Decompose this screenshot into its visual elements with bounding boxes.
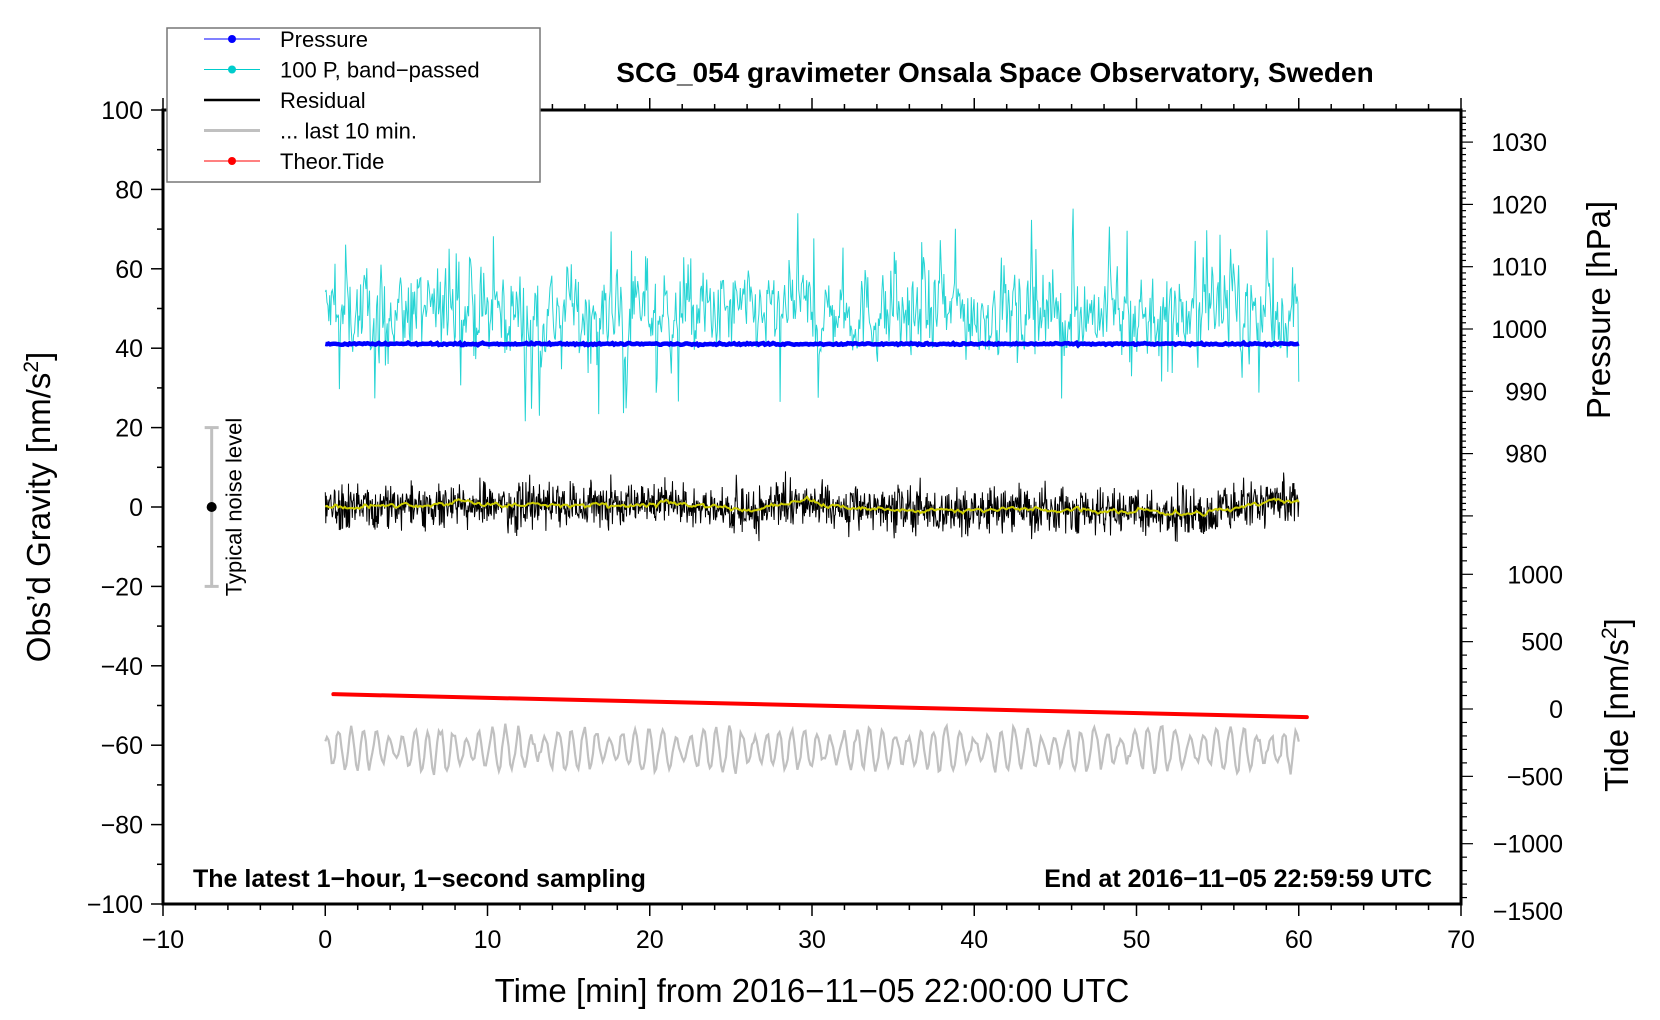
- tide-tick-label: −500: [1507, 763, 1563, 791]
- y-tick-label: 40: [115, 335, 143, 363]
- y-tick-label: 0: [129, 494, 143, 522]
- legend-label: Theor.Tide: [280, 149, 384, 174]
- y-tick-label: −20: [101, 573, 143, 601]
- pressure-line: [324, 339, 1300, 349]
- legend-label: Pressure: [280, 27, 368, 52]
- legend-marker-icon: [228, 35, 236, 43]
- pressure-tick-label: 980: [1505, 441, 1547, 469]
- annotation-right: End at 2016−11−05 22:59:59 UTC: [1044, 865, 1432, 893]
- pressure-tick-label: 1010: [1491, 254, 1547, 282]
- y-axis-label-main: Obs’d Gravity [nm/s: [20, 373, 57, 663]
- pressure-tick-label: 1020: [1491, 191, 1547, 219]
- legend-item: ... last 10 min.: [204, 119, 417, 144]
- theoretical-tide-line: [331, 692, 1309, 720]
- legend-items: Pressure 100 P, band−passed Residual ... la…: [204, 27, 480, 174]
- y-axis-label: Obs’d Gravity [nm/s2]: [20, 352, 57, 663]
- tide-tick-label: −1500: [1493, 898, 1563, 926]
- annotation-left: The latest 1−hour, 1−second sampling: [193, 865, 646, 893]
- chart-title: SCG_054 gravimeter Onsala Space Observat…: [616, 57, 1373, 88]
- legend-label: 100 P, band−passed: [280, 58, 480, 83]
- noise-level-label: Typical noise level: [222, 418, 247, 597]
- legend-label: Residual: [280, 88, 366, 113]
- y-tick-label: −40: [101, 653, 143, 681]
- x-tick-label: 10: [474, 926, 502, 954]
- tide-axis-label-main: Tide [nm/s: [1598, 639, 1635, 792]
- legend-label: ... last 10 min.: [280, 119, 417, 144]
- x-tick-label: 70: [1447, 926, 1475, 954]
- pressure-tick-label: 1030: [1491, 129, 1547, 157]
- tide-tick-label: −1000: [1493, 831, 1563, 859]
- x-tick-label: −10: [142, 926, 184, 954]
- tide-axis-label-sup: 2: [1598, 627, 1621, 639]
- x-tick-label: 50: [1123, 926, 1151, 954]
- legend-item: Theor.Tide: [204, 149, 384, 174]
- bandpassed-pressure-line: [324, 208, 1300, 422]
- x-tick-label: 40: [960, 926, 988, 954]
- noise-level-indicator: Typical noise level: [204, 418, 247, 597]
- x-tick-label: 60: [1285, 926, 1313, 954]
- y-axis-label-end: ]: [20, 352, 57, 361]
- y-axis-label-sup: 2: [20, 361, 43, 373]
- y-tick-label: −80: [101, 812, 143, 840]
- pressure-axis-label: Pressure [hPa]: [1580, 201, 1617, 419]
- tide-tick-label: 0: [1549, 696, 1563, 724]
- y-tick-label: −100: [87, 891, 143, 919]
- legend: Pressure 100 P, band−passed Residual ... la…: [166, 27, 541, 183]
- legend-item: Pressure: [204, 27, 368, 52]
- y-tick-label: −60: [101, 732, 143, 760]
- noise-level-dot: [206, 502, 217, 512]
- axes-layer: −10 0 10 20 30 40 50 60 70−100−80−60−40−20020406…: [87, 97, 1563, 954]
- y-tick-label: 100: [101, 97, 143, 125]
- legend-marker-icon: [228, 157, 236, 165]
- x-tick-label: 0: [318, 926, 332, 954]
- pressure-tick-label: 1000: [1491, 316, 1547, 344]
- legend-item: Residual: [204, 88, 366, 113]
- x-tick-label: 20: [636, 926, 664, 954]
- series-layer: [324, 208, 1309, 776]
- residual-smoothed-line: [324, 495, 1300, 517]
- residual-line: [324, 471, 1300, 542]
- pressure-tick-label: 990: [1505, 378, 1547, 406]
- legend-item: 100 P, band−passed: [204, 58, 480, 83]
- y-tick-label: 20: [115, 415, 143, 443]
- x-axis-label: Time [min] from 2016−11−05 22:00:00 UTC: [495, 972, 1130, 1009]
- tide-axis-label: Tide [nm/s2]: [1598, 618, 1635, 792]
- legend-marker-icon: [228, 65, 236, 74]
- tide-axis-label-end: ]: [1598, 618, 1635, 627]
- y-tick-label: 80: [115, 176, 143, 204]
- tide-tick-label: 1000: [1507, 561, 1563, 589]
- legend-box: [166, 27, 541, 183]
- tide-tick-label: 500: [1521, 629, 1563, 657]
- x-tick-label: 30: [798, 926, 826, 954]
- last-10-min-line: [324, 722, 1300, 776]
- y-tick-label: 60: [115, 256, 143, 284]
